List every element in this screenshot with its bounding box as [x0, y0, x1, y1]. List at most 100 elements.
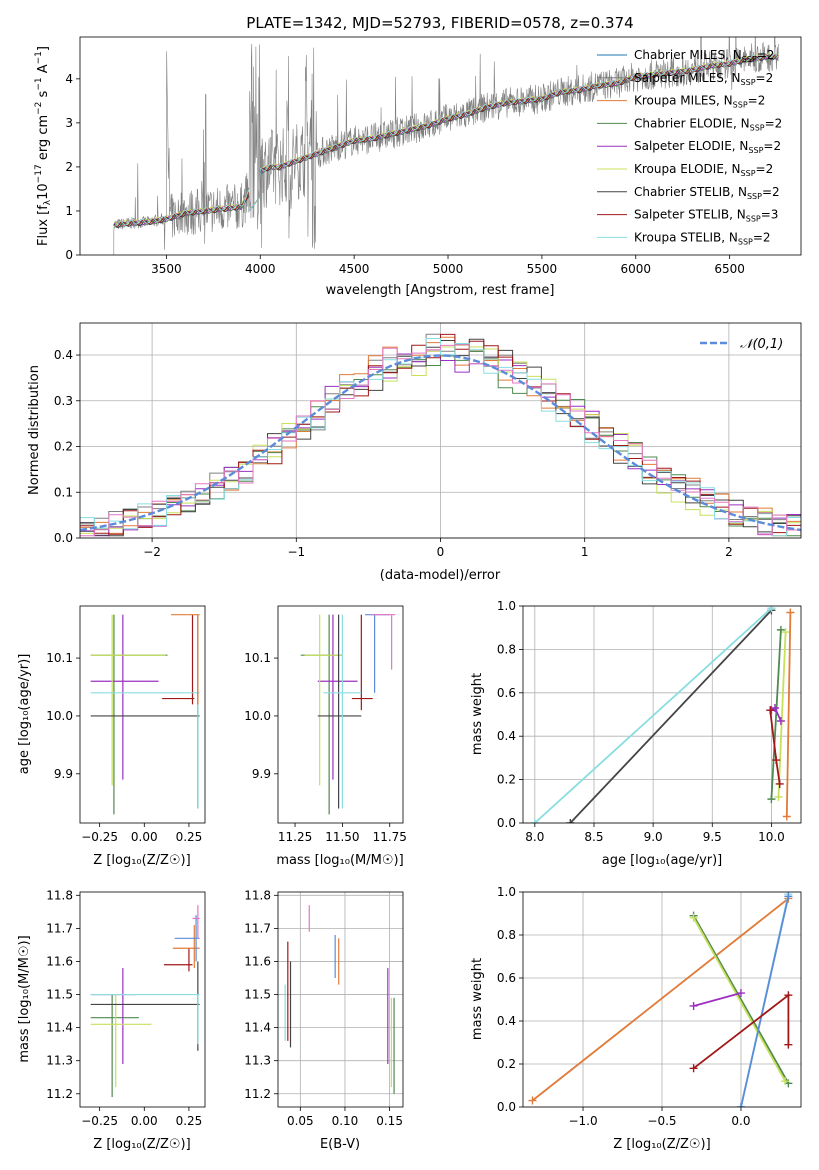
y-tick-label: 0.2	[497, 773, 516, 787]
weight-marker	[767, 795, 776, 804]
residual-histogram-8	[80, 344, 801, 537]
y-tick-label: 0.8	[497, 642, 516, 656]
weight-z-ylabel: mass weight	[470, 958, 485, 1040]
y-tick-label: 1	[65, 204, 73, 218]
weight-line-1	[692, 915, 790, 1084]
y-tick-label: 11.4	[244, 1021, 271, 1035]
legend-label: Chabrier ELODIE, NSSP=2	[634, 116, 782, 132]
weight-line-6	[785, 612, 792, 817]
weight-marker	[784, 892, 793, 901]
weight-marker	[776, 717, 785, 726]
y-tick-label: 0.0	[497, 816, 516, 830]
x-tick-label: −1	[287, 545, 305, 559]
weight-line-0	[531, 897, 789, 1102]
x-tick-label: 11.25	[278, 830, 312, 844]
y-tick-label: 0.0	[497, 1100, 516, 1114]
x-tick-label: 0.25	[176, 1114, 203, 1128]
y-tick-label: 11.2	[46, 1087, 73, 1101]
x-tick-label: 6000	[620, 262, 651, 276]
x-tick-label: 5500	[527, 262, 558, 276]
weight-vs-z-panel: −1.0 −0.5 0.0 0.0 0.2 0.4 0.6 0.8 1.0 Z [log₁₀(Z…	[470, 885, 802, 1152]
x-tick-label: 8.5	[584, 830, 603, 844]
y-tick-label: 11.6	[244, 954, 271, 968]
weight-marker	[767, 606, 776, 613]
spectrum-legend: Chabrier MILES, NSSP=2 Salpeter MILES, NS…	[597, 48, 782, 246]
x-tick-label: 4000	[245, 262, 276, 276]
legend-label: Kroupa ELODIE, NSSP=2	[634, 162, 773, 178]
age-mass-axes-frame	[277, 605, 404, 824]
residual-panel: −2 −1 0 1 2 0.0 0.1 0.2 0.3 0.4 (data-model)/erro…	[27, 322, 802, 583]
weight-age-ylabel: mass weight	[470, 673, 485, 755]
weight-marker	[766, 706, 775, 715]
weight-marker	[775, 779, 784, 788]
mass-z-axes-frame	[79, 891, 206, 1108]
legend-label: Chabrier STELIB, NSSP=2	[634, 185, 780, 201]
weight-marker	[784, 991, 793, 1000]
x-tick-label: 3500	[151, 262, 182, 276]
weight-line-5	[693, 992, 742, 1007]
y-tick-label: 11.3	[244, 1054, 271, 1068]
y-tick-label: 0.4	[497, 729, 516, 743]
legend-label: Salpeter MILES, NSSP=2	[634, 71, 773, 87]
mass-vs-ebv-panel: 0.05 0.10 0.15 11.2 11.3 11.4 11.5 11.6 11.7 11.8…	[244, 888, 404, 1152]
x-tick-label: 0.05	[287, 1114, 314, 1128]
y-tick-label: 2	[65, 160, 73, 174]
y-tick-label: 0.8	[497, 928, 516, 942]
x-tick-label: 4500	[339, 262, 370, 276]
y-tick-label: 11.5	[244, 988, 271, 1002]
residual-legend: 𝒩(0,1)	[700, 337, 783, 352]
y-tick-label: 0.6	[497, 686, 516, 700]
x-tick-label: 6500	[714, 262, 745, 276]
y-tick-label: 11.8	[46, 888, 73, 902]
x-tick-label: −2	[143, 545, 161, 559]
spectrum-title: PLATE=1342, MJD=52793, FIBERID=0578, z=0…	[246, 14, 633, 32]
y-tick-label: 0.0	[54, 531, 73, 545]
age-z-axes-frame	[79, 605, 206, 824]
y-tick-label: 0.6	[497, 971, 516, 985]
x-tick-label: −0.25	[81, 1114, 118, 1128]
mass-ebv-axes-frame	[277, 891, 404, 1108]
weight-marker	[772, 756, 781, 765]
weight-marker	[736, 1103, 745, 1107]
y-tick-label: 11.5	[46, 988, 73, 1002]
weight-vs-age-panel: 8.0 8.5 9.0 9.5 10.0 0.0 0.2 0.4 0.6 0.8 1.0 age […	[470, 599, 802, 868]
weight-marker	[774, 792, 783, 801]
y-tick-label: 11.6	[46, 954, 73, 968]
x-tick-label: 9.0	[644, 830, 663, 844]
mass-z-xlabel: Z [log₁₀(Z/Z☉)]	[93, 1137, 190, 1152]
y-tick-label: 4	[65, 72, 73, 86]
mass-vs-z-panel: −0.25 0.00 0.25 11.2 11.3 11.4 11.5 11.6 11.7 11.…	[17, 888, 206, 1152]
spectrum-panel: PLATE=1342, MJD=52793, FIBERID=0578, z=0…	[34, 14, 802, 298]
x-tick-label: −0.5	[647, 1114, 676, 1128]
legend-label: Salpeter STELIB, NSSP=3	[634, 208, 778, 224]
weight-age-axes-frame	[522, 605, 802, 824]
y-tick-label: 10.0	[244, 709, 271, 723]
weight-line-0	[569, 609, 773, 823]
weight-marker	[786, 608, 795, 617]
x-tick-label: 9.5	[703, 830, 722, 844]
normal-legend-label: 𝒩(0,1)	[740, 337, 783, 352]
y-tick-label: 9.9	[252, 767, 271, 781]
x-tick-label: 0.10	[332, 1114, 359, 1128]
x-tick-label: 0.25	[176, 830, 203, 844]
y-tick-label: 0.2	[54, 440, 73, 454]
legend-label: Chabrier MILES, NSSP=2	[634, 48, 774, 64]
x-tick-label: 0.15	[376, 1114, 403, 1128]
weight-marker	[784, 1040, 793, 1049]
model-spectrum-6	[113, 55, 779, 229]
y-tick-label: 0	[65, 248, 73, 262]
weight-marker	[689, 1001, 698, 1010]
y-tick-label: 11.3	[46, 1054, 73, 1068]
x-tick-label: 0.0	[731, 1114, 750, 1128]
normal-curve	[80, 354, 801, 532]
x-tick-label: 10.0	[758, 830, 785, 844]
weight-age-xlabel: age [log₁₀(age/yr)]	[602, 853, 723, 868]
x-tick-label: 0.00	[131, 1114, 158, 1128]
age-mass-xlabel: mass [log₁₀(M/M☉)]	[276, 853, 403, 868]
y-tick-label: 11.7	[244, 921, 271, 935]
weight-marker	[566, 819, 575, 823]
y-tick-label: 9.9	[54, 767, 73, 781]
x-tick-label: 1	[581, 545, 589, 559]
age-z-ylabel: age [log₁₀(age/yr)]	[17, 654, 32, 775]
y-tick-label: 0.4	[54, 348, 73, 362]
